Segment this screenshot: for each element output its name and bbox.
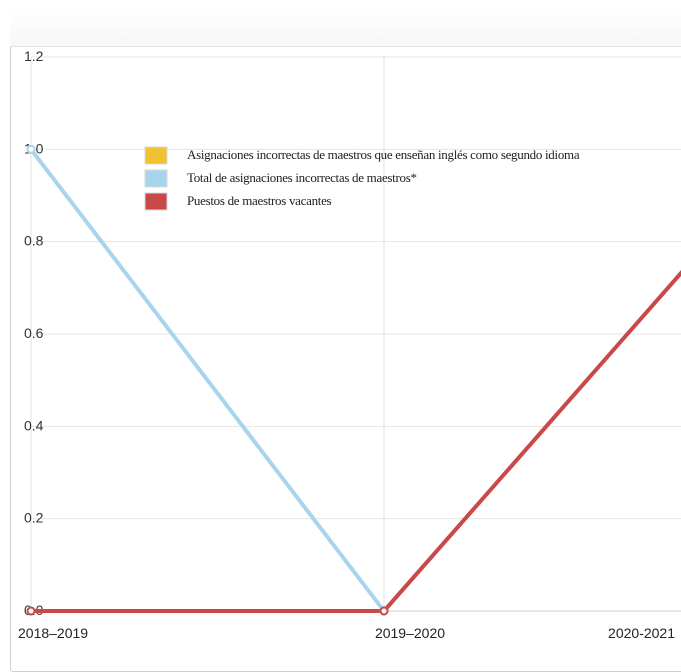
series-line (31, 149, 384, 611)
series-lines (28, 146, 681, 615)
line-chart: 0.00.20.40.60.81.01.2 2018–20192019–2020… (0, 0, 681, 653)
legend-swatch (145, 147, 167, 164)
legend-label: Puestos de maestros vacantes (187, 193, 332, 208)
grid (31, 57, 681, 611)
data-point (28, 608, 35, 615)
legend-swatch (145, 193, 167, 210)
x-tick-label: 2018–2019 (18, 625, 88, 641)
x-axis-ticks: 2018–2019 2019–2020 2020-2021 (18, 625, 675, 641)
data-point (381, 608, 388, 615)
data-point (28, 146, 35, 153)
legend-label: Asignaciones incorrectas de maestros que… (187, 147, 580, 162)
y-tick-label: 0.8 (24, 233, 44, 249)
legend-label: Total de asignaciones incorrectas de mae… (187, 170, 417, 185)
series-line (31, 209, 681, 611)
legend-swatch (145, 170, 167, 187)
y-tick-label: 0.6 (24, 325, 44, 341)
y-tick-label: 0.2 (24, 510, 44, 526)
legend: Asignaciones incorrectas de maestros que… (145, 147, 580, 210)
y-tick-label: 0.4 (24, 417, 44, 433)
x-tick-label: 2019–2020 (375, 625, 445, 641)
x-tick-label: 2020-2021 (608, 625, 675, 641)
y-tick-label: 1.2 (24, 48, 44, 64)
y-axis-ticks: 0.00.20.40.60.81.01.2 (24, 48, 44, 618)
